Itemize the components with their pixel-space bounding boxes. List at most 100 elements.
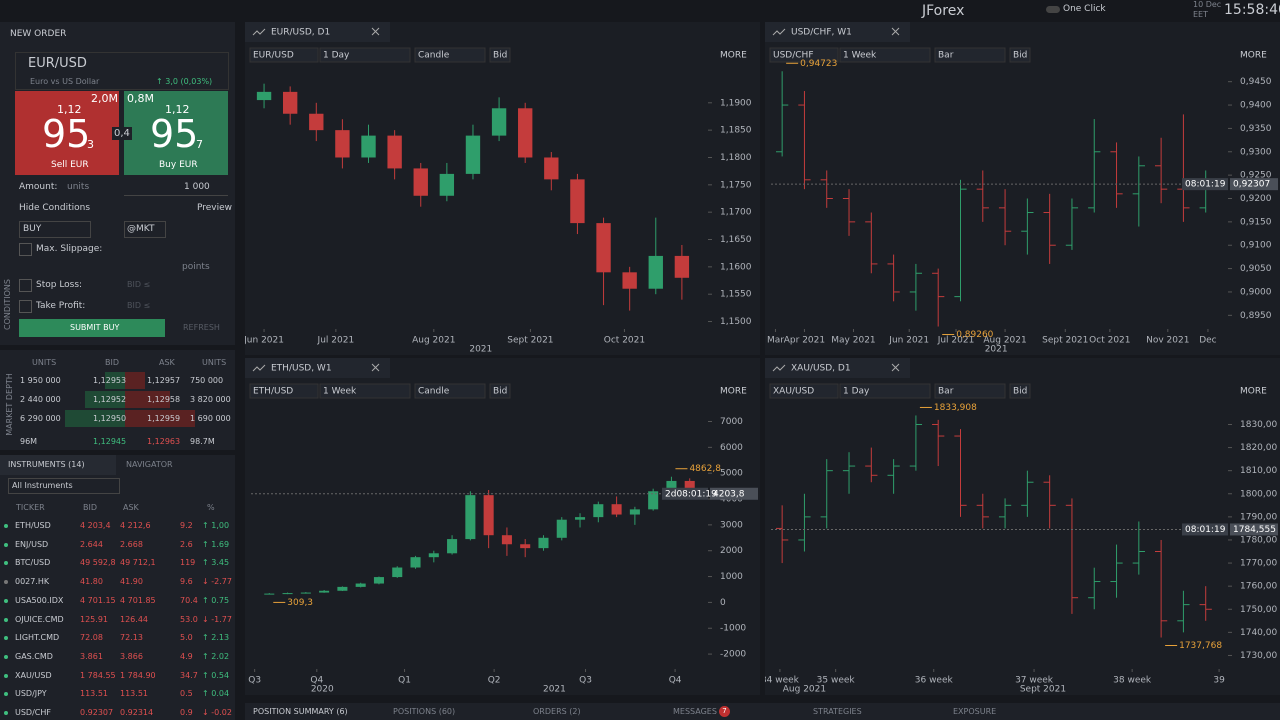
chart-title[interactable]: USD/CHF, W1 (791, 28, 852, 38)
bottom-tab[interactable]: ORDERS (2) (533, 707, 581, 716)
bottom-tab[interactable]: MESSAGES (673, 707, 717, 716)
toolbar-value: USD/CHF (773, 51, 814, 61)
buy-frac: 7 (196, 138, 203, 151)
col-header[interactable]: ASK (123, 503, 139, 512)
toolbar-select[interactable] (934, 383, 1006, 399)
preview[interactable]: Preview (197, 203, 233, 213)
y-tick-label: 0,9200 (1240, 194, 1272, 204)
pair-description: Euro vs US Dollar (30, 77, 100, 86)
depth-cell: 2 440 000 (20, 395, 61, 404)
tab[interactable]: INSTRUMENTS (14) (8, 460, 85, 469)
toolbar-select[interactable] (839, 47, 931, 63)
chart-icon (772, 364, 786, 372)
y-tick-label: 0 (720, 598, 726, 608)
one-click[interactable]: One Click (1063, 4, 1106, 14)
chart-title[interactable]: ETH/USD, W1 (271, 364, 332, 374)
toolbar-value: ETH/USD (253, 387, 293, 397)
candle-body (465, 135, 481, 174)
instrument-cell[interactable]: XAU/USD (15, 670, 52, 680)
candle-body (465, 495, 476, 540)
bottom-tab[interactable]: POSITION SUMMARY (6) (253, 707, 348, 716)
pair-box[interactable] (15, 52, 229, 90)
instrument-cell[interactable]: USD/CHF (15, 708, 51, 717)
buy-button[interactable] (124, 91, 228, 175)
toolbar-value: Bid (1013, 387, 1027, 397)
tab[interactable]: NAVIGATOR (126, 460, 173, 469)
instrument-cell[interactable]: BTC/USD (15, 558, 51, 568)
toolbar-select[interactable] (1009, 383, 1031, 399)
close-icon[interactable] (371, 27, 380, 36)
chart-title[interactable]: EUR/USD, D1 (271, 28, 330, 38)
mkt-select[interactable] (124, 221, 166, 238)
col-header[interactable]: BID (83, 503, 98, 512)
instrument-cell[interactable]: LIGHT.CMD (15, 633, 60, 643)
refresh[interactable]: REFRESH (183, 323, 220, 332)
bottom-tab[interactable]: EXPOSURE (953, 707, 997, 716)
x-tick-label: Jul 2021 (937, 336, 975, 346)
toolbar-select[interactable] (489, 47, 511, 63)
toolbar-select[interactable] (769, 47, 839, 63)
chart-title[interactable]: XAU/USD, D1 (791, 364, 851, 374)
instrument-cell[interactable]: USA500.IDX (15, 595, 64, 605)
instrument-cell[interactable]: GAS.CMD (15, 651, 53, 661)
sell-button[interactable] (15, 91, 119, 175)
chart-tab (765, 22, 910, 42)
submit-button[interactable] (19, 319, 165, 337)
col-header[interactable]: % (207, 503, 215, 512)
more-button[interactable]: MORE (1240, 387, 1267, 397)
toolbar-select[interactable] (839, 383, 931, 399)
instrument-cell[interactable]: USD/JPY (15, 689, 47, 699)
x-tick-label: Aug 2021 (412, 336, 455, 346)
side-select[interactable] (19, 221, 91, 238)
toolbar-select[interactable] (249, 383, 319, 399)
close-icon[interactable] (891, 27, 900, 36)
more-button[interactable]: MORE (720, 387, 747, 397)
instrument-cell[interactable]: ENJ/USD (15, 539, 49, 549)
x-tick-label: Q1 (398, 676, 411, 686)
toolbar-select[interactable] (769, 383, 839, 399)
instrument-cell[interactable]: 0027.HK (15, 577, 50, 587)
toolbar-select[interactable] (414, 383, 486, 399)
depth-total: 96M (20, 437, 38, 446)
instrument-cell[interactable]: ETH/USD (15, 521, 51, 530)
close-icon[interactable] (891, 363, 900, 372)
price-box (1230, 523, 1278, 536)
year-label: Sept 2021 (1020, 685, 1066, 695)
depth-total: 98.7M (190, 437, 215, 446)
instrument-cell: 1 784.90 (120, 670, 156, 680)
toggle[interactable] (1046, 6, 1060, 13)
timer: 2d08:01:19 (665, 489, 717, 499)
date: 10 Dec (1193, 0, 1222, 9)
instrument-cell: 0.5 (180, 689, 193, 699)
instrument-cell[interactable]: OJUICE.CMD (15, 614, 64, 624)
close-icon[interactable] (371, 363, 380, 372)
more-button[interactable]: MORE (1240, 51, 1267, 61)
timer-box (1182, 523, 1228, 536)
checkbox[interactable] (19, 279, 32, 292)
x-tick-label: May 2021 (831, 336, 875, 346)
filter[interactable] (8, 478, 120, 494)
toolbar-select[interactable] (319, 383, 411, 399)
toolbar-select[interactable] (249, 47, 319, 63)
bottom-tab[interactable]: STRATEGIES (813, 707, 862, 716)
candle-body (666, 480, 677, 492)
col-header[interactable]: TICKER (16, 503, 45, 512)
checkbox[interactable] (19, 243, 32, 256)
toolbar-select[interactable] (934, 47, 1006, 63)
toolbar-select[interactable] (414, 47, 486, 63)
candle-body (282, 91, 298, 114)
candle-body (520, 544, 531, 549)
amount-input[interactable] (124, 179, 228, 196)
toolbar-select[interactable] (489, 383, 511, 399)
toolbar-select[interactable] (1009, 47, 1031, 63)
more-button[interactable]: MORE (720, 51, 747, 61)
toolbar-select[interactable] (319, 47, 411, 63)
sell-size: 2,0M (91, 92, 118, 105)
x-tick-label: Jul 2021 (317, 336, 355, 346)
instrument-cell: 41.90 (120, 577, 143, 587)
points: points (182, 262, 210, 272)
hide-conditions[interactable]: Hide Conditions (19, 203, 91, 213)
bottom-tab[interactable]: POSITIONS (60) (393, 707, 456, 716)
checkbox[interactable] (19, 300, 32, 313)
